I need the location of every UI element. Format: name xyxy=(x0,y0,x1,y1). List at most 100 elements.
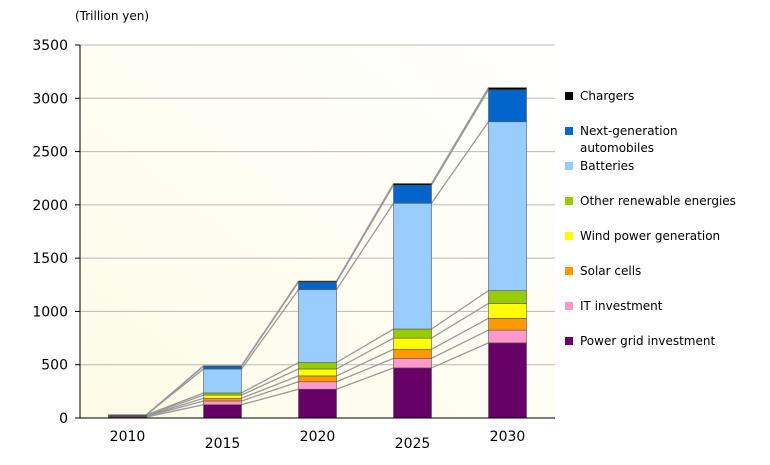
y-tick-label: 3000 xyxy=(32,91,68,107)
bar-segment xyxy=(203,400,242,405)
connector-line xyxy=(431,302,489,339)
bar-segment xyxy=(298,281,337,290)
bar-segment xyxy=(203,397,242,402)
legend-swatch xyxy=(565,92,573,100)
connector-line xyxy=(336,367,394,390)
bar-segment xyxy=(298,289,337,363)
connector-line xyxy=(240,280,300,367)
connector-line xyxy=(336,348,394,377)
bar-segment xyxy=(488,342,527,419)
legend-label: IT investment xyxy=(580,299,663,313)
connector-line xyxy=(241,362,299,394)
y-tick-label: 1000 xyxy=(32,304,68,320)
connector-line xyxy=(431,342,489,369)
connector-line xyxy=(241,381,299,402)
x-tick-label: 2015 xyxy=(205,436,241,452)
bar-segment xyxy=(203,366,242,370)
connector-line xyxy=(146,394,204,416)
y-tick-label: 500 xyxy=(41,358,68,374)
connector-line xyxy=(146,397,204,417)
connector-line xyxy=(336,328,394,364)
connector-line xyxy=(146,392,204,416)
y-tick-label: 2500 xyxy=(32,145,68,161)
legend-label: Other renewable energies xyxy=(580,194,736,208)
connector-line xyxy=(241,375,299,399)
bar-segment xyxy=(203,368,242,394)
legend-item: Wind power generation xyxy=(565,229,720,243)
bar-segment xyxy=(203,404,242,419)
legend-label: Next-generation xyxy=(580,124,678,138)
connector-line xyxy=(431,317,489,350)
legend-label: Batteries xyxy=(580,159,634,173)
connector-line xyxy=(335,202,395,290)
legend-swatch xyxy=(565,302,573,310)
x-tick-label: 2025 xyxy=(395,436,431,452)
bar-segment xyxy=(203,365,242,367)
legend: Chargers Next-generation automobiles Batter… xyxy=(565,89,736,348)
bar-segment xyxy=(108,414,147,416)
legend-item: Chargers xyxy=(565,89,634,103)
connector-line xyxy=(335,183,395,282)
legend-swatch xyxy=(565,197,573,205)
connector-line xyxy=(431,290,489,330)
connector-line xyxy=(146,365,204,416)
bar-segment xyxy=(488,290,527,304)
connector-line xyxy=(336,337,394,370)
bar-segment xyxy=(488,329,527,344)
bar-segment xyxy=(393,184,432,204)
bar-segment xyxy=(298,388,337,419)
y-tick-label: 1500 xyxy=(32,251,68,267)
bar-segment xyxy=(203,394,242,399)
legend-swatch xyxy=(565,232,573,240)
bar-segment xyxy=(393,202,432,330)
bar-segment xyxy=(298,375,337,383)
connector-line xyxy=(336,357,394,383)
legend-item: IT investment xyxy=(565,299,663,313)
bar-segment xyxy=(393,337,432,350)
legend-item: Other renewable energies xyxy=(565,194,736,208)
unit-label: (Trillion yen) xyxy=(75,9,149,23)
connector-line xyxy=(430,89,490,186)
legend-swatch xyxy=(565,267,573,275)
legend-label: Solar cells xyxy=(580,264,641,278)
bar-segment xyxy=(488,318,527,331)
bar-segment xyxy=(393,348,432,359)
x-tick-label: 2030 xyxy=(490,429,526,445)
connector-line xyxy=(430,121,490,204)
legend-label: automobiles xyxy=(580,141,654,155)
bar-segment xyxy=(298,381,337,390)
bar-segment xyxy=(393,328,432,339)
bar-segment xyxy=(488,87,527,91)
bar-segment xyxy=(298,280,337,283)
x-tick-label: 2020 xyxy=(300,429,336,445)
legend-label: Power grid investment xyxy=(580,334,715,348)
connector-lines xyxy=(146,87,490,418)
bar-segment xyxy=(298,368,337,377)
legend-swatch xyxy=(565,162,573,170)
legend-swatch xyxy=(565,127,573,135)
y-tick-labels: 0 500 1000 1500 2000 2500 3000 3500 xyxy=(32,38,68,427)
legend-swatch xyxy=(565,337,573,345)
bar-segment xyxy=(488,89,527,123)
legend-item: Solar cells xyxy=(565,264,641,278)
bar-segment xyxy=(393,358,432,369)
bar-segment xyxy=(203,392,242,396)
y-tick-label: 3500 xyxy=(32,38,68,54)
connector-line xyxy=(431,329,489,359)
x-tick-labels: 2010 2015 2020 2025 2030 xyxy=(110,429,526,452)
connector-line xyxy=(430,87,490,184)
bars xyxy=(108,87,527,419)
axes xyxy=(79,45,555,419)
bar-segment xyxy=(488,121,527,291)
y-tick-label: 0 xyxy=(59,411,68,427)
legend-item: Batteries xyxy=(565,159,634,173)
legend-label: Chargers xyxy=(580,89,634,103)
legend-label: Wind power generation xyxy=(580,229,720,243)
bar-segment xyxy=(393,367,432,419)
bar-segment xyxy=(393,183,432,186)
legend-item: Next-generation automobiles xyxy=(565,124,678,155)
connector-line xyxy=(240,289,300,370)
legend-item: Power grid investment xyxy=(565,334,715,348)
y-tick-label: 2000 xyxy=(32,198,68,214)
